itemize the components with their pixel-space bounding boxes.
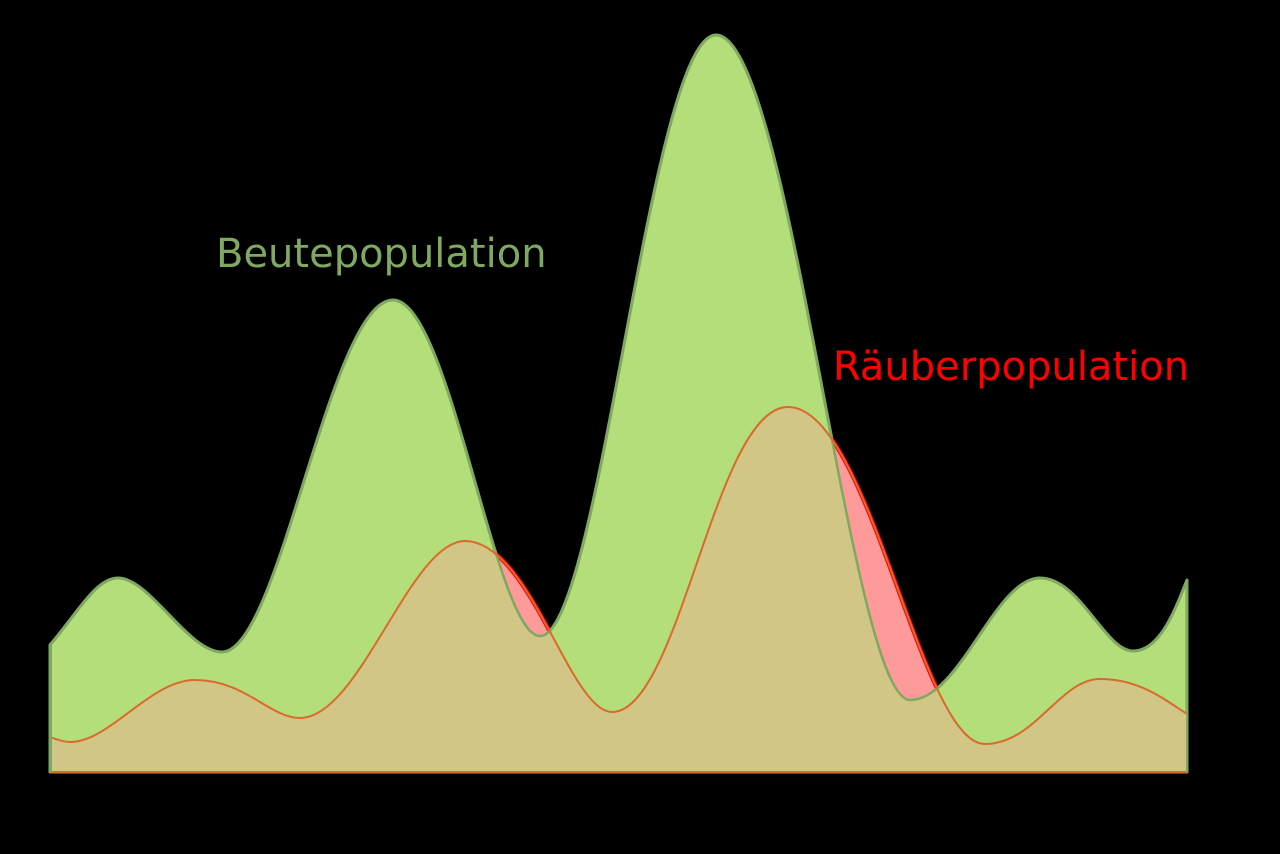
- prey-population-area: [48, 33, 1189, 774]
- prey-population-line: [49, 33, 1189, 702]
- predator-population-line: [49, 405, 1188, 746]
- prey-series-label: Beutepopulation: [216, 231, 547, 277]
- predator-series-label: Räuberpopulation: [833, 344, 1190, 390]
